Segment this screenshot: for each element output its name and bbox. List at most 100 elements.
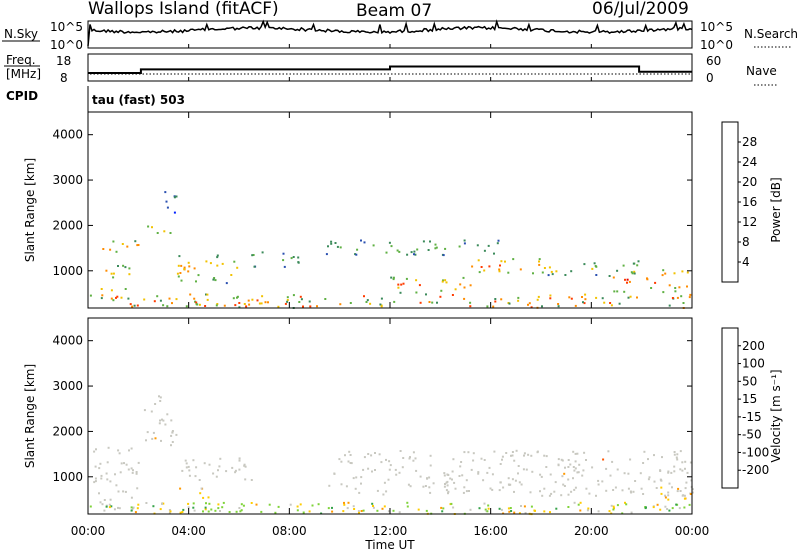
noise-right-tick-top: 10^5 — [700, 20, 733, 34]
velocity-cell — [98, 492, 100, 495]
velocity-cell — [228, 511, 231, 513]
velocity-cell — [683, 497, 686, 500]
power-cell — [500, 298, 503, 301]
velocity-cell — [170, 419, 173, 422]
power-cell — [416, 248, 419, 251]
power-cell — [397, 286, 400, 289]
velocity-cell — [408, 457, 411, 460]
velocity-cell — [673, 453, 676, 456]
power-cell — [110, 297, 113, 300]
nave-tick-top: 60 — [706, 54, 721, 68]
power-cell — [498, 270, 501, 273]
power-cell — [309, 305, 312, 308]
velocity-cell — [520, 505, 522, 507]
velocity-cell — [689, 493, 692, 495]
power-ytick-label: 3000 — [52, 173, 83, 187]
power-ylabel: Slant Range [km] — [23, 158, 37, 262]
power-cell — [159, 299, 162, 302]
velocity-cell — [354, 487, 357, 490]
velocity-cell — [350, 462, 353, 465]
velocity-cell — [477, 471, 480, 474]
velocity-cell — [667, 470, 670, 473]
power-cell — [136, 244, 139, 247]
power-cell — [442, 254, 445, 257]
power-cell — [429, 240, 431, 243]
velocity-cell — [383, 481, 386, 484]
velocity-cell — [308, 510, 311, 513]
power-cell — [129, 303, 132, 306]
velocity-cell — [480, 457, 483, 460]
velocity-cell — [443, 474, 446, 477]
power-cell — [336, 245, 339, 248]
power-cell — [110, 289, 113, 292]
velocity-cell — [574, 467, 577, 470]
noise-left-label: N.Sky — [4, 27, 38, 41]
power-cell — [415, 291, 418, 294]
velocity-cell — [621, 489, 624, 492]
velocity-cell — [629, 458, 632, 461]
freq-tick-top: 18 — [56, 54, 71, 68]
power-cell — [543, 267, 546, 269]
power-cell — [399, 291, 402, 294]
power-cell — [198, 303, 201, 306]
velocity-cell — [244, 465, 247, 468]
power-cell — [633, 272, 636, 275]
velocity-cell — [507, 483, 510, 486]
velocity-cell — [194, 475, 197, 478]
velocity-cell — [347, 460, 350, 463]
velocity-cell — [360, 510, 363, 512]
velocity-cell — [470, 468, 473, 471]
velocity-cell — [374, 452, 376, 454]
power-cell — [593, 262, 596, 265]
velocity-cell — [137, 461, 140, 464]
velocity-cell — [429, 491, 432, 494]
power-cell — [206, 298, 209, 301]
velocity-cell — [93, 481, 96, 484]
power-cell — [517, 296, 520, 299]
velocity-cell — [553, 490, 556, 493]
power-cell — [528, 302, 531, 305]
power-cell — [570, 270, 573, 273]
velocity-colorbar-tick-label: -50 — [742, 428, 762, 442]
power-cell — [233, 260, 236, 263]
power-cell — [414, 253, 417, 256]
power-cell — [156, 232, 159, 234]
velocity-cell — [238, 468, 241, 471]
velocity-cell — [587, 507, 590, 510]
velocity-cell — [675, 456, 678, 459]
velocity-cell — [106, 461, 109, 464]
velocity-cell — [161, 502, 163, 505]
velocity-cell — [487, 504, 490, 507]
velocity-cell — [382, 493, 385, 496]
power-cell — [261, 251, 264, 254]
velocity-cell — [623, 472, 626, 475]
power-cell — [166, 305, 169, 308]
power-cell — [632, 262, 635, 265]
velocity-cell — [567, 493, 570, 496]
power-cell — [115, 250, 118, 253]
velocity-cell — [509, 483, 512, 486]
velocity-cell — [107, 446, 110, 449]
velocity-cell — [344, 454, 346, 457]
velocity-cell — [578, 463, 581, 466]
velocity-cell — [296, 509, 299, 512]
power-cell — [441, 280, 444, 283]
power-cell — [631, 272, 634, 275]
velocity-cell — [268, 503, 271, 506]
velocity-cell — [447, 490, 450, 493]
power-cell — [298, 301, 301, 303]
velocity-cell — [346, 507, 349, 510]
velocity-colorbar-tick-label: -200 — [742, 463, 769, 477]
velocity-cell — [486, 510, 489, 513]
power-cell — [440, 289, 443, 292]
velocity-cell — [347, 501, 350, 504]
velocity-cell — [134, 511, 137, 514]
power-colorbar-tick-label: 16 — [742, 195, 757, 209]
power-cell — [609, 302, 612, 304]
velocity-cell — [181, 469, 184, 472]
velocity-cell — [171, 431, 174, 434]
velocity-cell — [511, 451, 514, 453]
power-cell — [549, 297, 552, 300]
velocity-cell — [274, 511, 277, 514]
power-cell — [686, 285, 688, 288]
